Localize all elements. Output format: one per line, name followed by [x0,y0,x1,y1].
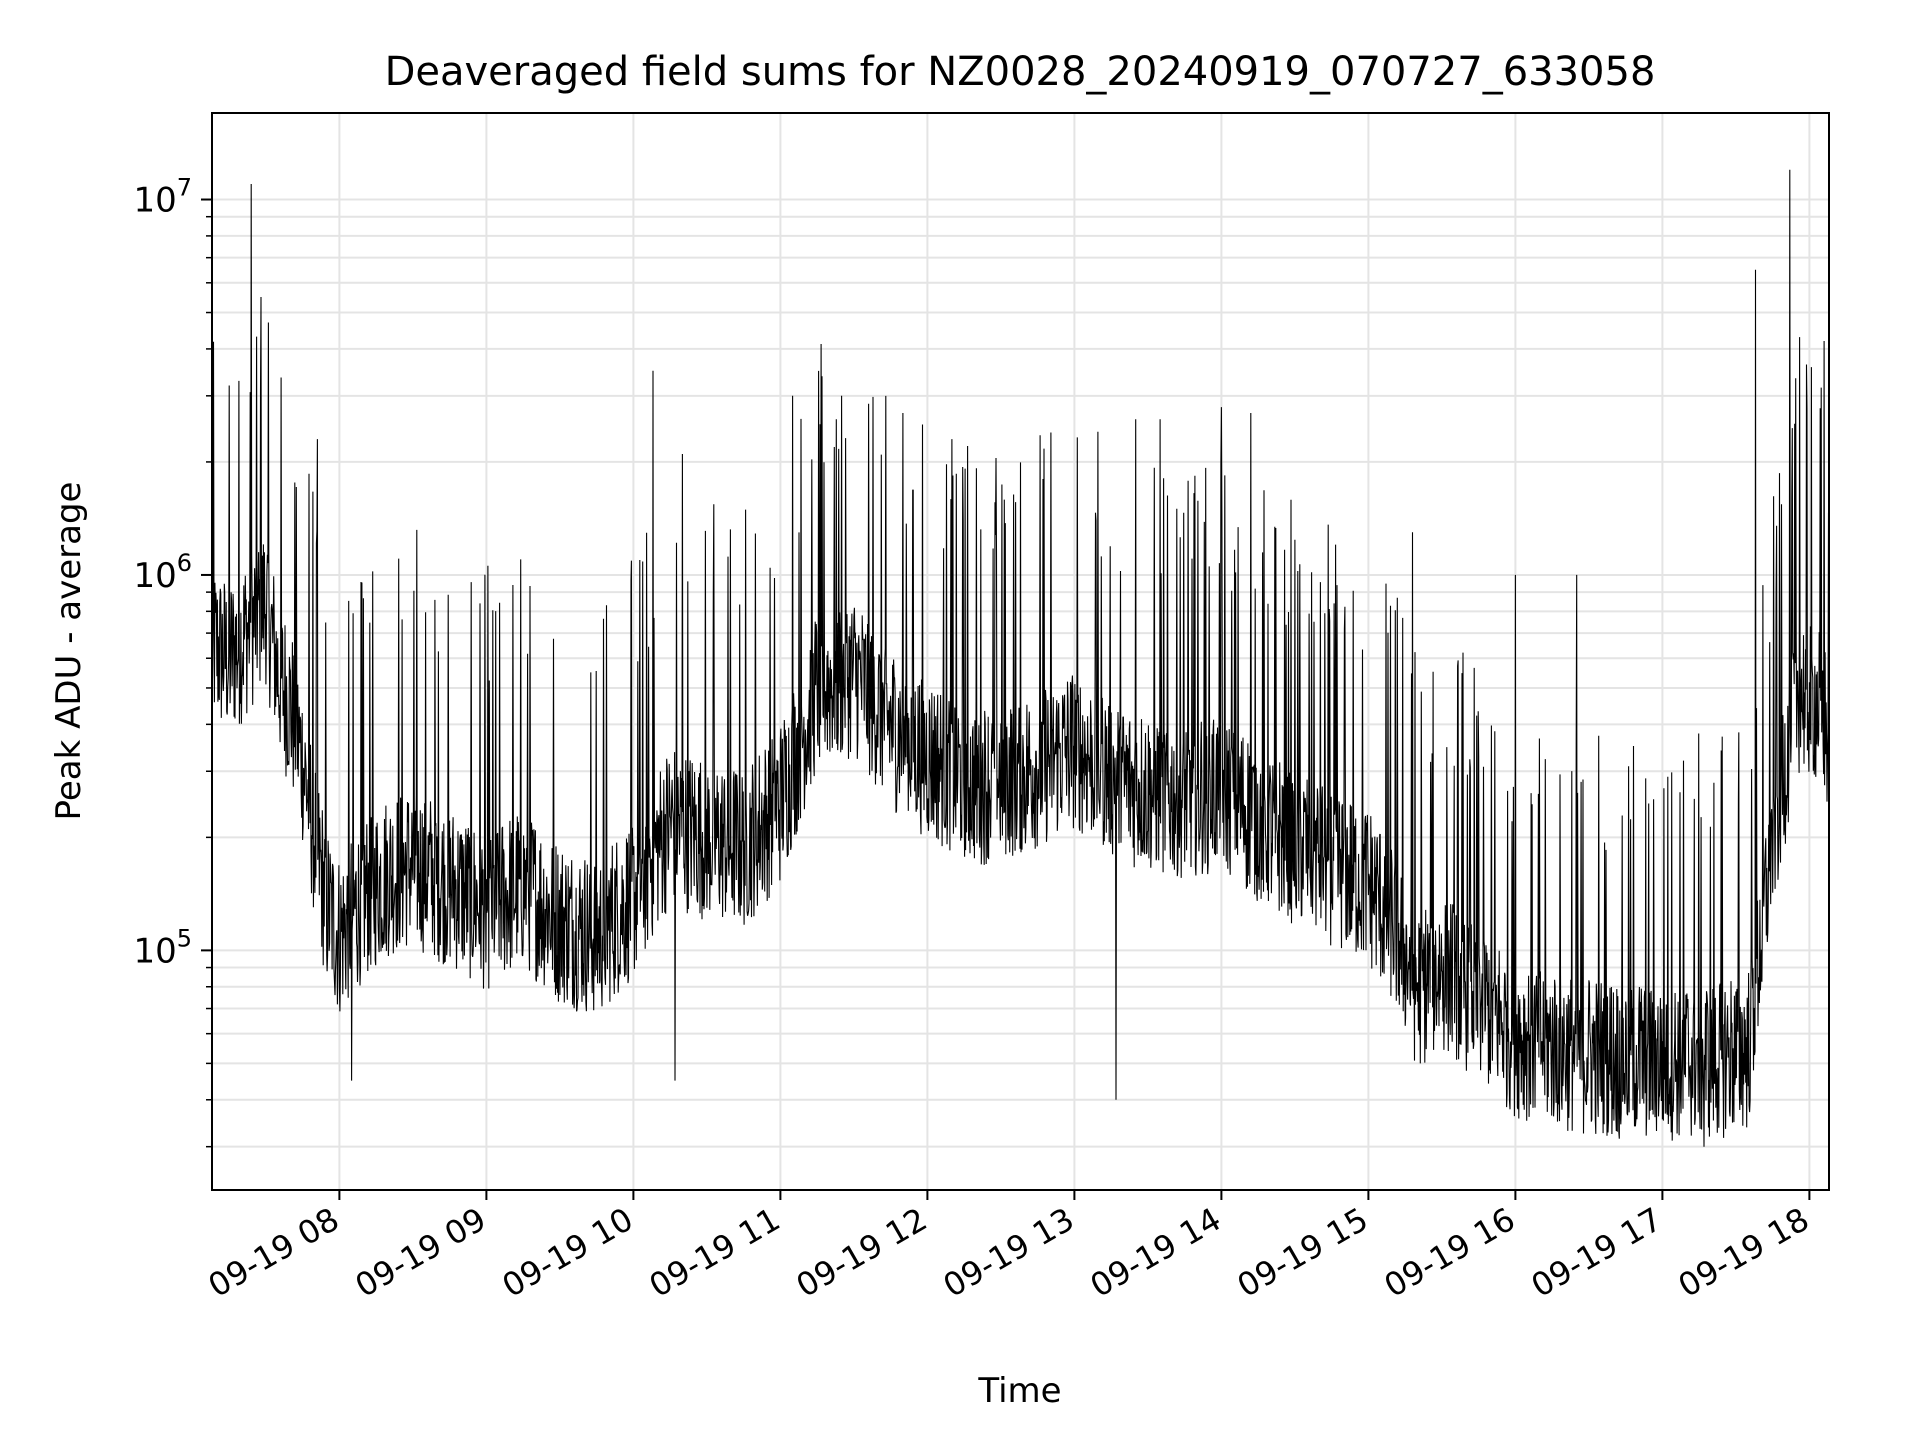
y-tick-label: 105 [133,924,192,971]
plot-area [212,169,1829,1147]
series-line [212,169,1829,1147]
y-tick-label: 107 [133,174,192,221]
x-axis-label: Time [977,1371,1061,1411]
y-axis-label: Peak ADU - average [49,482,89,821]
y-tick-label: 106 [133,549,192,596]
chart-title: Deaveraged field sums for NZ0028_2024091… [385,49,1656,95]
axes-frame [211,112,1830,1191]
y-axis-ticks: 105 106 107 [133,174,212,1148]
